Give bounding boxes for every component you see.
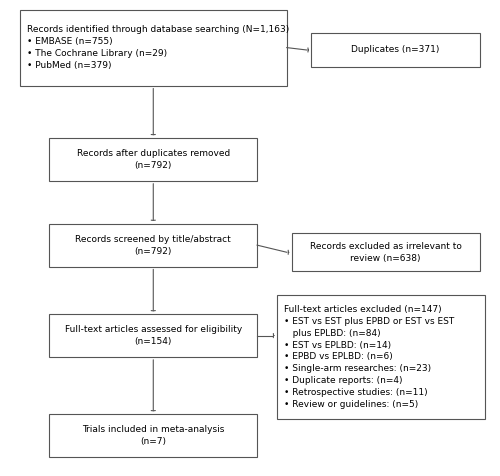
Text: Trials included in meta-analysis
(n=7): Trials included in meta-analysis (n=7) [82, 425, 225, 446]
Text: Records after duplicates removed
(n=792): Records after duplicates removed (n=792) [76, 149, 230, 170]
Text: Records identified through database searching (N=1,163)
• EMBASE (n=755)
• The C: Records identified through database sear… [27, 25, 289, 70]
FancyBboxPatch shape [312, 33, 480, 67]
FancyBboxPatch shape [277, 295, 484, 419]
Text: Duplicates (n=371): Duplicates (n=371) [352, 46, 440, 54]
FancyBboxPatch shape [50, 224, 257, 267]
Text: Records screened by title/abstract
(n=792): Records screened by title/abstract (n=79… [76, 235, 231, 256]
FancyBboxPatch shape [50, 138, 257, 181]
Text: Full-text articles assessed for eligibility
(n=154): Full-text articles assessed for eligibil… [64, 325, 242, 346]
FancyBboxPatch shape [20, 10, 287, 86]
FancyBboxPatch shape [292, 233, 480, 271]
FancyBboxPatch shape [50, 314, 257, 357]
FancyBboxPatch shape [50, 414, 257, 457]
Text: Records excluded as irrelevant to
review (n=638): Records excluded as irrelevant to review… [310, 242, 462, 263]
Text: Full-text articles excluded (n=147)
• EST vs EST plus EPBD or EST vs EST
   plus: Full-text articles excluded (n=147) • ES… [284, 305, 454, 409]
